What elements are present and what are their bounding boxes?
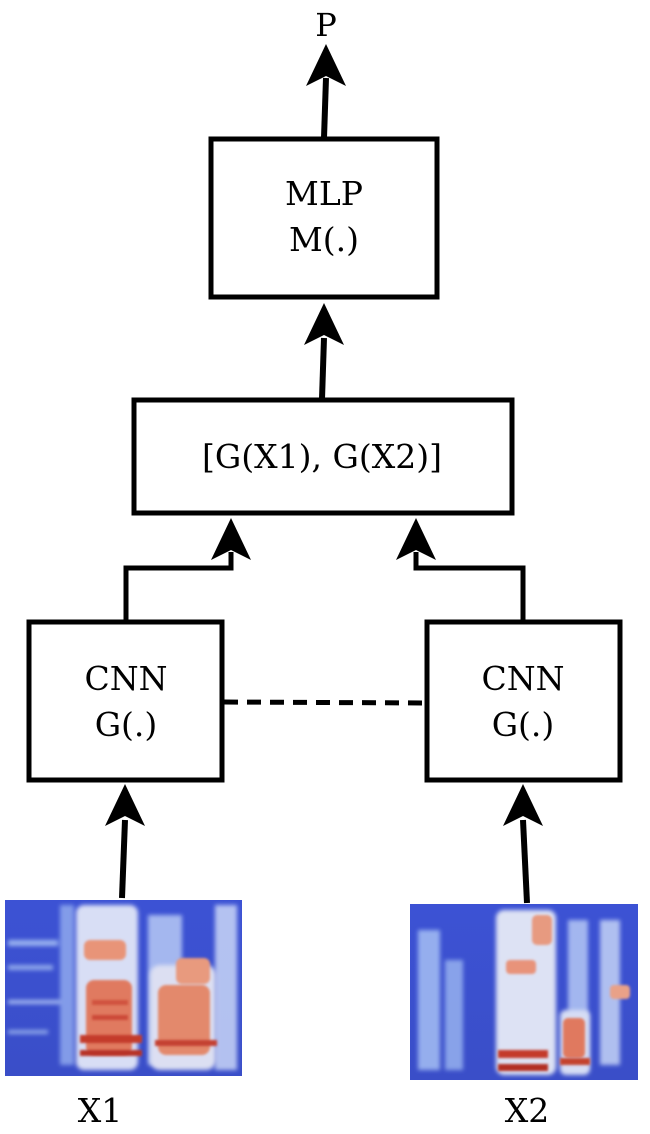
shared-weights-dashed-line — [223, 699, 426, 706]
output-label: P — [315, 6, 337, 44]
mlp-title: MLP — [285, 174, 363, 213]
spectrogram-x1-image — [5, 900, 242, 1076]
mlp-box: MLP M(.) — [208, 136, 440, 300]
arrow-concat-to-mlp — [304, 303, 344, 400]
input-x1-label: X1 — [78, 1091, 123, 1130]
cnn-right-title: CNN — [482, 659, 565, 698]
cnn-left-title: CNN — [85, 659, 168, 698]
mlp-function: M(.) — [289, 220, 359, 259]
concat-label: [G(X1), G(X2)] — [202, 437, 442, 476]
input-x2-label: X2 — [505, 1091, 550, 1130]
arrow-left-cnn-to-concat — [123, 518, 251, 622]
arrow-right-cnn-to-concat — [396, 518, 526, 622]
cnn-right-box: CNN G(.) — [424, 619, 623, 783]
arrow-x1-to-cnn — [105, 784, 145, 899]
spectrogram-x2-image — [410, 904, 638, 1080]
cnn-right-function: G(.) — [492, 705, 555, 744]
arrow-mlp-to-output — [306, 44, 346, 139]
arrow-x2-to-cnn — [503, 784, 543, 904]
cnn-left-box: CNN G(.) — [26, 619, 225, 783]
cnn-left-function: G(.) — [95, 705, 158, 744]
concat-box: [G(X1), G(X2)] — [131, 397, 515, 516]
